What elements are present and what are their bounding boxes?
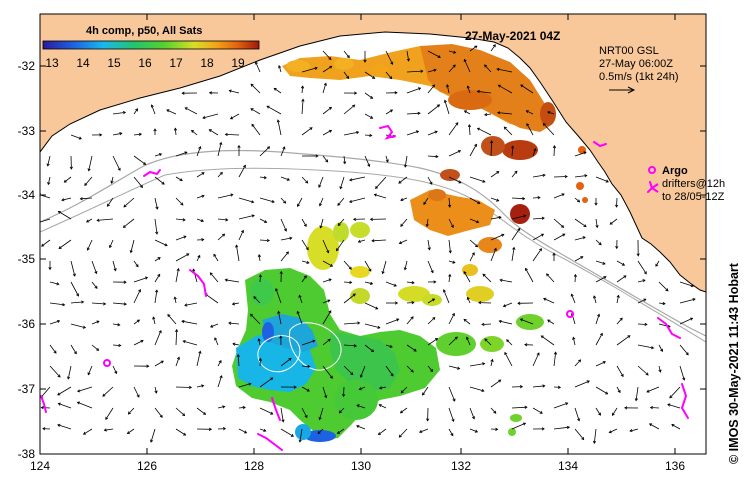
eddy-contour: [257, 335, 301, 373]
lat-tick-32: -32: [18, 59, 36, 73]
shelf-contour-inner: [40, 167, 706, 343]
sst-patches: [232, 44, 588, 442]
current-note-line2: 27-May 06:00Z: [599, 58, 673, 70]
argo-legend-line2: to 28/05-12Z: [662, 191, 725, 203]
argo-track-legend-icon: [650, 183, 659, 193]
colorbar: [42, 40, 260, 50]
lon-tick-134: 134: [558, 459, 578, 473]
lon-tick-124: 124: [30, 459, 50, 473]
lon-tick-136: 136: [665, 459, 685, 473]
colorbar-tick-13: 13: [45, 56, 59, 70]
argo-float-2: [566, 310, 574, 318]
lat-tick-37: -37: [18, 382, 36, 396]
map-title: 27-May-2021 04Z: [465, 29, 560, 43]
argo-legend-label: Argo: [662, 165, 688, 177]
axis-ticks: [39, 14, 706, 455]
colorbar-tick-17: 17: [169, 56, 183, 70]
colorbar-tick-19: 19: [231, 56, 245, 70]
current-vectors: [40, 44, 696, 444]
colorbar-title: 4h comp, p50, All Sats: [86, 25, 202, 37]
colorbar-tick-16: 16: [138, 56, 152, 70]
scale-arrow-icon: [609, 86, 636, 94]
lon-tick-126: 126: [137, 459, 157, 473]
current-note-line3: 0.5m/s (1kt 24h): [599, 71, 678, 83]
lat-tick-33: -33: [18, 124, 36, 138]
lat-tick-34: -34: [18, 188, 36, 202]
current-note-line1: NRT00 GSL: [599, 45, 659, 57]
argo-float-1: [103, 359, 111, 367]
lat-tick-35: -35: [18, 252, 36, 266]
lat-tick-36: -36: [18, 317, 36, 331]
lon-tick-132: 132: [451, 459, 471, 473]
plot-frame: [39, 13, 707, 455]
shelf-contour: [40, 149, 706, 337]
colorbar-tick-18: 18: [200, 56, 214, 70]
imos-credit: © IMOS 30-May-2021 11:43 Hobart: [727, 262, 741, 464]
colorbar-tick-15: 15: [107, 56, 121, 70]
lon-tick-130: 130: [351, 459, 371, 473]
colorbar-tick-14: 14: [76, 56, 90, 70]
lat-tick-38: -38: [18, 447, 36, 461]
argo-legend-line1: drifters@12h: [662, 178, 725, 190]
eddy-contour-2: [288, 322, 342, 371]
argo-drifter-tracks: [40, 124, 689, 451]
lon-tick-128: 128: [244, 459, 264, 473]
argo-legend-icon: [648, 166, 656, 174]
